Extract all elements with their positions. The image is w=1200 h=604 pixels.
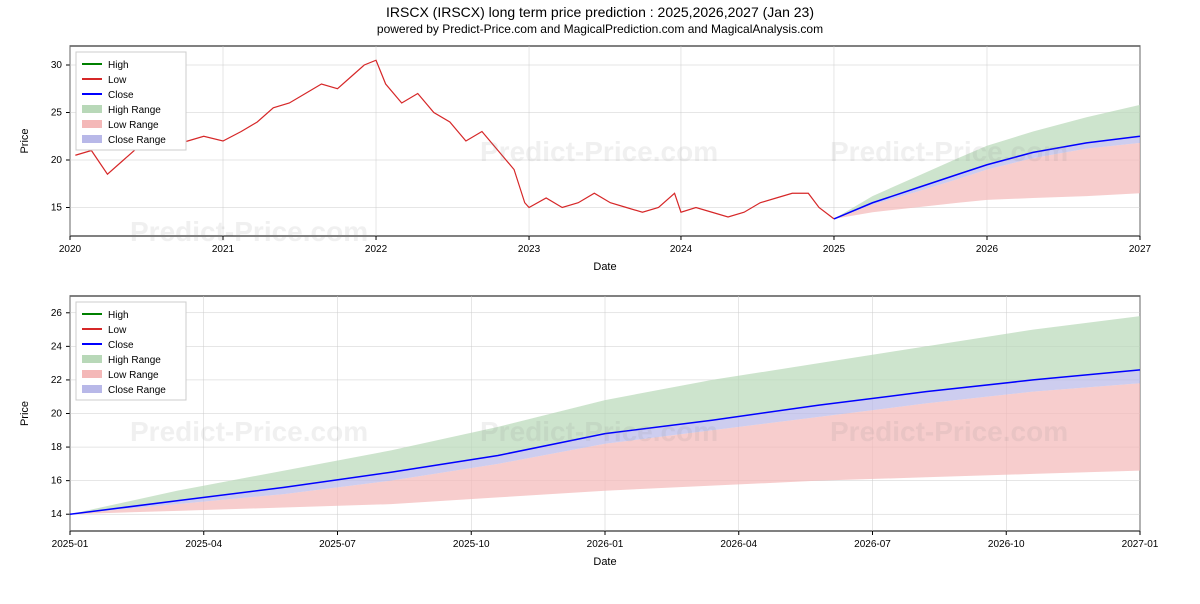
svg-text:Price: Price (19, 401, 31, 426)
bottom-chart: 14 16 18 20 22 24 26 2025-01 2025-04 2025-07 2025-… (10, 286, 1190, 586)
svg-text:Low: Low (108, 325, 127, 336)
svg-text:2027: 2027 (1129, 244, 1152, 255)
svg-text:Date: Date (593, 261, 616, 273)
svg-text:2027-01: 2027-01 (1122, 539, 1159, 550)
svg-text:High: High (108, 310, 129, 321)
svg-text:14: 14 (51, 509, 63, 520)
svg-text:2025-07: 2025-07 (319, 539, 356, 550)
svg-text:High Range: High Range (108, 355, 161, 366)
svg-text:2024: 2024 (670, 244, 693, 255)
svg-text:Low: Low (108, 75, 127, 86)
top-chart-wrap: Predict-Price.com Predict-Price.com Pred… (0, 36, 1200, 286)
svg-text:Close: Close (108, 90, 134, 101)
svg-text:25: 25 (51, 108, 63, 119)
svg-text:Low Range: Low Range (108, 370, 159, 381)
svg-text:2025: 2025 (823, 244, 846, 255)
svg-text:30: 30 (51, 60, 63, 71)
svg-text:2026-01: 2026-01 (587, 539, 624, 550)
svg-text:Price: Price (19, 128, 31, 153)
chart-title: IRSCX (IRSCX) long term price prediction… (0, 4, 1200, 20)
svg-text:2022: 2022 (365, 244, 388, 255)
top-chart: 1520253020202021202220232024202520262027… (10, 36, 1190, 286)
svg-text:15: 15 (51, 203, 63, 214)
svg-text:2026: 2026 (976, 244, 999, 255)
svg-text:2026-10: 2026-10 (988, 539, 1025, 550)
svg-text:24: 24 (51, 341, 63, 352)
svg-text:2025-04: 2025-04 (185, 539, 222, 550)
svg-text:2023: 2023 (518, 244, 541, 255)
svg-text:2026-07: 2026-07 (854, 539, 891, 550)
svg-text:2026-04: 2026-04 (720, 539, 757, 550)
svg-text:Date: Date (593, 556, 616, 568)
svg-text:Close Range: Close Range (108, 385, 166, 396)
chart-container: IRSCX (IRSCX) long term price prediction… (0, 4, 1200, 604)
svg-text:High Range: High Range (108, 105, 161, 116)
svg-text:22: 22 (51, 375, 63, 386)
svg-text:2020: 2020 (59, 244, 82, 255)
bottom-chart-wrap: Predict-Price.com Predict-Price.com Pred… (0, 286, 1200, 586)
svg-text:16: 16 (51, 476, 63, 487)
svg-text:20: 20 (51, 409, 63, 420)
svg-text:High: High (108, 60, 129, 71)
svg-text:Close: Close (108, 340, 134, 351)
svg-text:18: 18 (51, 442, 63, 453)
svg-text:Close Range: Close Range (108, 135, 166, 146)
svg-text:26: 26 (51, 308, 63, 319)
svg-text:Low Range: Low Range (108, 120, 159, 131)
svg-text:2025-01: 2025-01 (52, 539, 89, 550)
svg-text:20: 20 (51, 155, 63, 166)
svg-text:2025-10: 2025-10 (453, 539, 490, 550)
svg-text:2021: 2021 (212, 244, 235, 255)
chart-subtitle: powered by Predict-Price.com and Magical… (0, 22, 1200, 36)
